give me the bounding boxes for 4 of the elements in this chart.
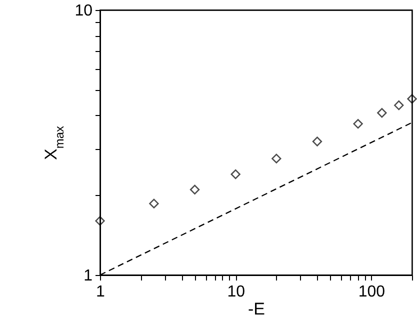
x-tick-label: 100 xyxy=(358,284,386,300)
x-axis-title: -E xyxy=(248,300,265,318)
x-tick-label: 10 xyxy=(227,284,246,300)
x-tick-label: 1 xyxy=(96,284,106,300)
